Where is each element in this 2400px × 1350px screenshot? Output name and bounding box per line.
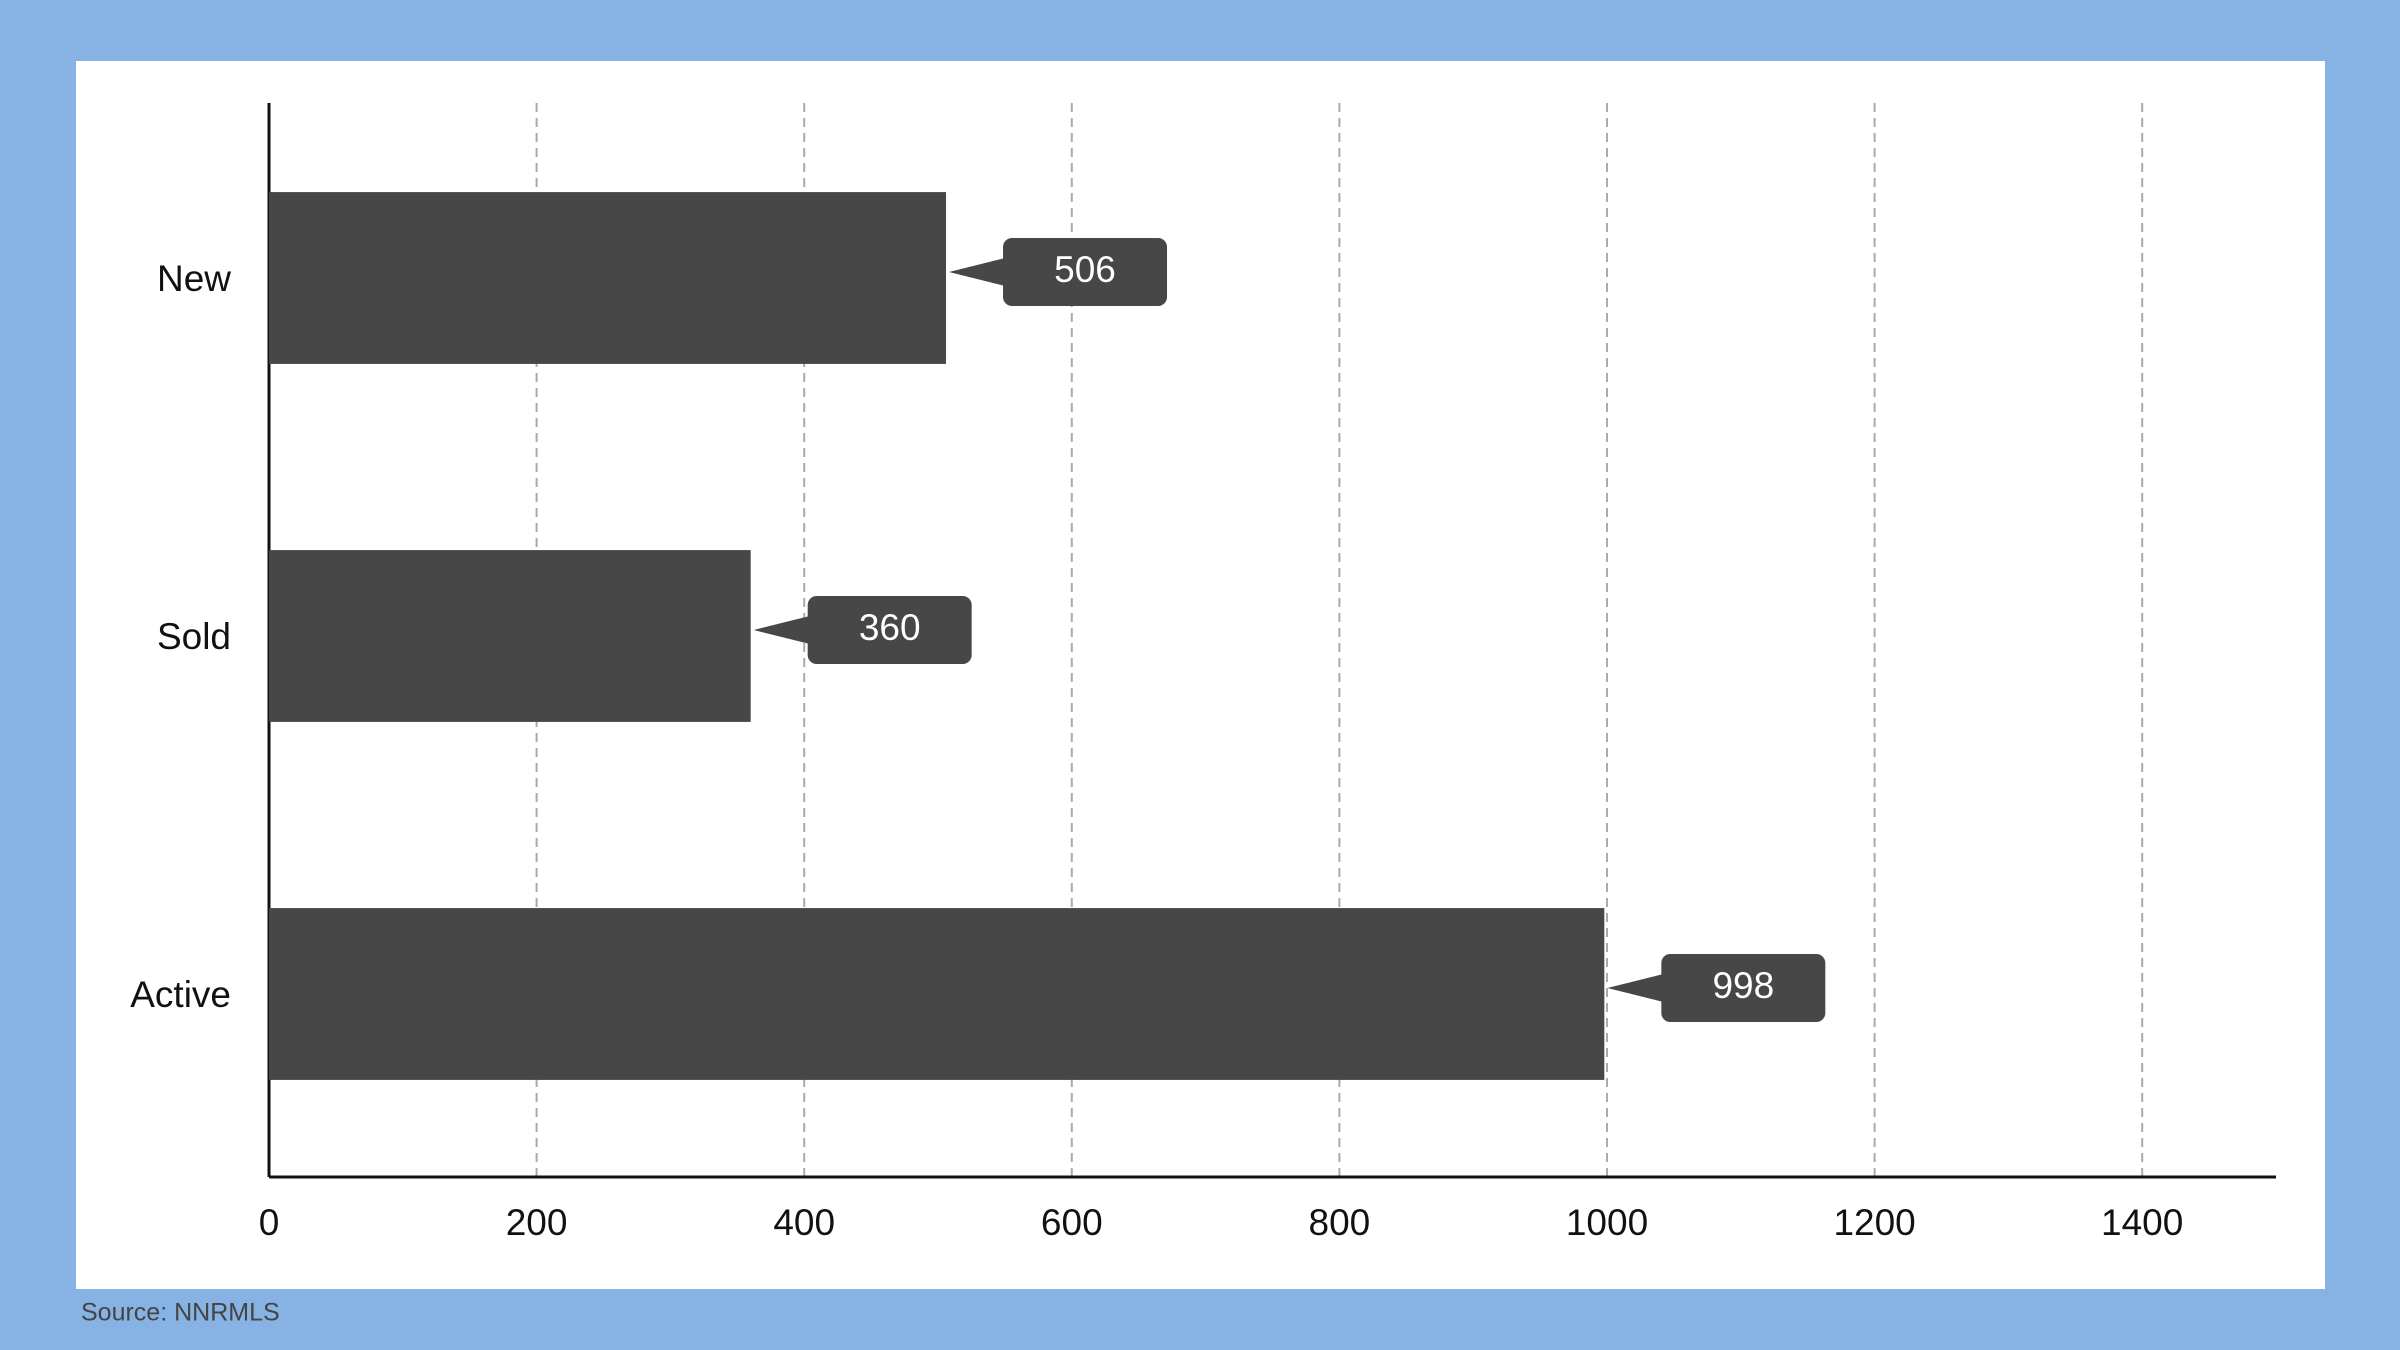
- data-label: 998: [1712, 965, 1774, 1006]
- x-tick-label: 200: [506, 1202, 568, 1243]
- x-tick-label: 0: [259, 1202, 280, 1243]
- bar: [269, 908, 1605, 1080]
- y-tick-label: Sold: [157, 616, 231, 657]
- bar: [269, 550, 751, 722]
- source-note: Source: NNRMLS: [81, 1299, 280, 1327]
- x-tick-label: 600: [1041, 1202, 1103, 1243]
- x-tick-label: 1400: [2101, 1202, 2183, 1243]
- label-pointer: [753, 616, 810, 644]
- y-tick-label: New: [157, 258, 231, 299]
- data-label: 506: [1054, 249, 1116, 290]
- data-label: 360: [859, 607, 921, 648]
- x-tick-label: 800: [1309, 1202, 1371, 1243]
- label-pointer: [1607, 974, 1664, 1002]
- x-tick-label: 400: [773, 1202, 835, 1243]
- label-box: [1661, 954, 1826, 1022]
- x-tick-label: 1000: [1566, 1202, 1648, 1243]
- x-tick-label: 1200: [1833, 1202, 1915, 1243]
- label-box: [807, 596, 972, 664]
- bar: [269, 192, 947, 364]
- label-box: [1003, 238, 1168, 306]
- y-tick-label: Active: [130, 974, 231, 1015]
- label-pointer: [949, 258, 1006, 286]
